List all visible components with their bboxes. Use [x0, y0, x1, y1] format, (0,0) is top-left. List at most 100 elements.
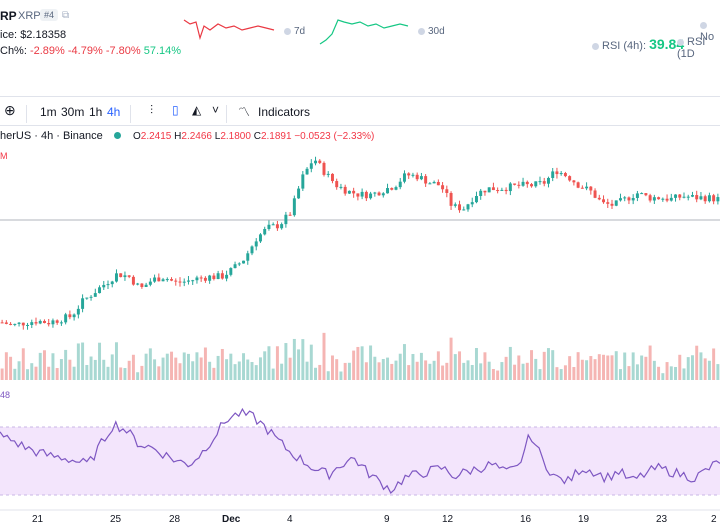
- volume-bar: [432, 360, 436, 380]
- candle-body: [686, 196, 690, 198]
- candle-body: [674, 194, 678, 198]
- x-tick: 12: [442, 514, 454, 525]
- pane-label: M: [0, 151, 8, 161]
- volume-bar: [26, 369, 30, 380]
- candle-body: [424, 176, 428, 184]
- candle-body: [356, 193, 360, 197]
- sparkline-7d: [183, 19, 275, 41]
- volume-bar: [34, 366, 38, 380]
- volume-bar: [280, 363, 284, 380]
- candle-body: [195, 277, 199, 281]
- x-tick: 19: [578, 514, 590, 525]
- volume-group: [0, 332, 720, 380]
- timeframe-30m[interactable]: 30m: [61, 105, 85, 119]
- volume-bar: [534, 358, 538, 380]
- candle-body: [305, 168, 309, 175]
- bar-chart-icon[interactable]: ⫶: [150, 103, 154, 117]
- volume-bar: [386, 357, 390, 380]
- candle-body: [186, 280, 190, 282]
- coin-name: RP: [0, 9, 17, 23]
- change-30d: 57.14%: [143, 45, 182, 57]
- timeframe-4h[interactable]: 4h: [107, 105, 121, 119]
- volume-bar: [136, 372, 140, 380]
- volume-bar: [140, 365, 144, 380]
- candle-body: [170, 279, 174, 281]
- candle-body: [203, 277, 207, 281]
- candle-body: [678, 194, 682, 198]
- candle-body: [127, 275, 131, 277]
- candle-body: [322, 162, 326, 175]
- candle-body: [343, 186, 347, 194]
- x-tick: 25: [110, 514, 122, 525]
- volume-bar: [402, 344, 406, 380]
- candle-body: [237, 263, 241, 265]
- candle-body: [474, 195, 478, 203]
- candle-body: [432, 181, 436, 184]
- candle-body: [174, 280, 178, 282]
- candle-body: [280, 224, 284, 229]
- candle-body: [602, 199, 606, 203]
- candle-body: [695, 195, 699, 200]
- volume-bar: [102, 359, 106, 380]
- candle-body: [102, 284, 106, 288]
- candle-body: [157, 277, 161, 282]
- volume-bar: [114, 342, 118, 380]
- candle-body: [648, 195, 652, 201]
- timeframe-1m[interactable]: 1m: [40, 105, 57, 119]
- volume-bar: [686, 357, 690, 380]
- candle-body: [225, 274, 229, 279]
- indicators-icon[interactable]: 〽: [238, 105, 251, 119]
- volume-bar: [635, 364, 639, 380]
- volume-bar: [585, 360, 589, 380]
- volume-bar: [186, 353, 190, 380]
- candle-body: [110, 281, 114, 285]
- volume-bar: [229, 353, 233, 380]
- timeframe-1h[interactable]: 1h: [89, 105, 103, 119]
- volume-bar: [148, 348, 152, 380]
- volume-bar: [631, 352, 635, 380]
- sparkline-30d: [319, 19, 409, 45]
- dot-icon: [418, 27, 425, 35]
- volume-bar: [712, 348, 716, 380]
- volume-bar: [157, 366, 161, 380]
- candle-body: [610, 203, 614, 206]
- add-icon[interactable]: ⊕: [4, 102, 16, 118]
- candle-body: [614, 200, 618, 206]
- volume-bar: [343, 362, 347, 380]
- volume-bar: [453, 354, 457, 380]
- change-7d: -7.80%: [105, 45, 141, 57]
- candle-body: [716, 197, 720, 202]
- candle-body: [242, 260, 246, 264]
- candles-icon[interactable]: ▯: [172, 103, 179, 117]
- indicators-button[interactable]: Indicators: [258, 105, 311, 119]
- chevron-down-icon[interactable]: ˅: [212, 103, 220, 117]
- candle-body: [572, 180, 576, 183]
- volume-bar: [42, 350, 46, 380]
- rank-badge: #4: [40, 9, 59, 21]
- volume-bar: [551, 350, 555, 380]
- volume-bar: [216, 355, 220, 380]
- external-link-icon[interactable]: ⧉: [62, 10, 70, 21]
- area-chart-icon[interactable]: ◭: [192, 103, 202, 117]
- volume-bar: [466, 360, 470, 380]
- volume-bar: [614, 351, 618, 380]
- candle-body: [627, 197, 631, 201]
- candle-body: [381, 193, 385, 196]
- candle-body: [504, 189, 508, 192]
- volume-bar: [415, 361, 419, 380]
- volume-bar: [81, 342, 85, 380]
- volume-bar: [441, 365, 445, 380]
- candle-body: [123, 275, 127, 278]
- volume-bar: [483, 352, 487, 380]
- volume-bar: [572, 366, 576, 380]
- spark-7d-label: 7d: [284, 26, 305, 37]
- candle-body: [449, 192, 453, 206]
- volume-bar: [424, 360, 428, 380]
- candle-body: [326, 173, 330, 175]
- candle-body: [4, 322, 8, 324]
- candle-body: [148, 281, 152, 285]
- volume-bar: [250, 362, 254, 380]
- volume-bar: [13, 368, 17, 380]
- candle-body: [254, 241, 258, 247]
